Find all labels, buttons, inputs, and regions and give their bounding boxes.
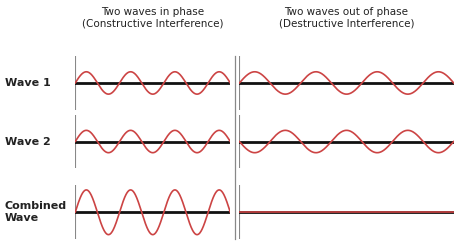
Text: Two waves out of phase
(Destructive Interference): Two waves out of phase (Destructive Inte… — [278, 7, 414, 29]
Text: Combined
Wave: Combined Wave — [5, 202, 66, 223]
Text: Wave 2: Wave 2 — [5, 137, 50, 146]
Text: Two waves in phase
(Constructive Interference): Two waves in phase (Constructive Interfe… — [82, 7, 223, 29]
Text: Wave 1: Wave 1 — [5, 78, 50, 88]
